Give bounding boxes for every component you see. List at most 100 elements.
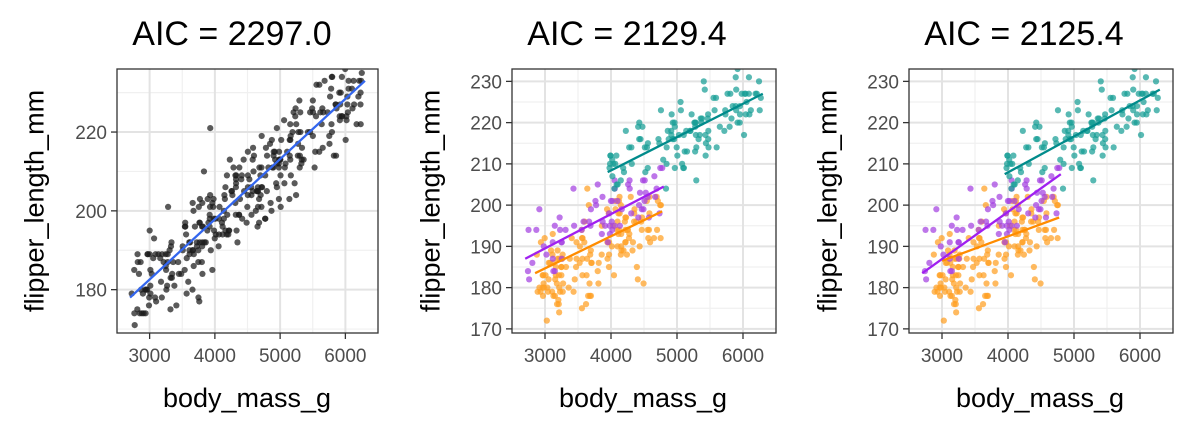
point-all <box>344 54 350 60</box>
point-adelie <box>1026 247 1033 254</box>
point-gentoo <box>660 156 667 163</box>
point-all <box>189 199 196 207</box>
point-gentoo <box>1052 136 1059 143</box>
point-adelie <box>1027 218 1035 225</box>
point-all <box>234 239 241 246</box>
point-all <box>286 195 293 203</box>
point-all <box>186 251 193 258</box>
point-gentoo <box>724 90 731 97</box>
point-adelie <box>588 259 595 266</box>
point-chinstrap <box>1038 177 1045 184</box>
point-all <box>131 322 138 329</box>
x-tick-label: 4000 <box>987 346 1029 367</box>
point-gentoo <box>1102 127 1109 134</box>
y-axis-label: flipper_length_mm <box>812 90 842 312</box>
point-chinstrap <box>937 243 944 250</box>
point-all <box>292 191 300 199</box>
point-gentoo <box>1095 115 1103 122</box>
point-gentoo <box>1017 169 1025 176</box>
point-all <box>216 203 223 211</box>
point-gentoo <box>1154 94 1161 101</box>
point-adelie <box>540 272 547 279</box>
point-adelie <box>578 305 586 312</box>
point-all <box>321 77 328 84</box>
y-axis-label: flipper_length_mm <box>19 90 49 312</box>
point-gentoo <box>693 144 700 151</box>
point-gentoo <box>695 136 702 143</box>
point-all <box>210 203 217 211</box>
point-adelie <box>1037 280 1044 287</box>
point-chinstrap <box>926 259 933 266</box>
point-adelie <box>598 251 605 258</box>
point-adelie <box>963 255 970 262</box>
point-adelie <box>595 280 602 287</box>
y-axis-label: flipper_length_mm <box>415 90 445 312</box>
point-gentoo <box>1065 111 1072 118</box>
point-adelie <box>572 263 580 271</box>
point-all <box>189 286 196 293</box>
point-chinstrap <box>604 239 611 246</box>
point-all <box>225 231 232 238</box>
point-all <box>268 207 275 214</box>
point-chinstrap <box>1050 185 1057 192</box>
point-all <box>164 203 172 211</box>
point-all <box>328 85 335 92</box>
point-all <box>343 113 350 120</box>
point-chinstrap <box>1013 222 1020 229</box>
point-all <box>286 152 293 159</box>
point-chinstrap <box>571 222 578 229</box>
point-chinstrap <box>1048 173 1055 180</box>
point-adelie <box>594 268 601 275</box>
y-tick-label: 200 <box>867 196 899 217</box>
x-axis-label: body_mass_g <box>163 383 331 413</box>
point-all <box>244 148 251 155</box>
point-all <box>316 148 323 155</box>
point-adelie <box>573 239 580 246</box>
point-gentoo <box>1090 177 1097 184</box>
point-chinstrap <box>1039 189 1046 196</box>
point-gentoo <box>745 90 752 97</box>
point-gentoo <box>740 131 748 139</box>
point-all <box>262 144 270 151</box>
point-all <box>292 113 299 120</box>
point-adelie <box>970 239 977 246</box>
point-gentoo <box>1054 107 1062 114</box>
point-all <box>356 34 362 40</box>
point-all <box>175 270 183 277</box>
point-adelie <box>539 292 547 299</box>
point-adelie <box>953 309 960 316</box>
point-gentoo <box>1130 86 1137 93</box>
point-gentoo <box>681 148 688 155</box>
point-all <box>357 121 364 128</box>
point-chinstrap <box>1054 164 1061 172</box>
point-adelie <box>956 280 964 287</box>
point-adelie <box>559 280 567 287</box>
point-all <box>135 270 143 277</box>
y-tick-label: 230 <box>470 72 502 93</box>
point-adelie <box>586 280 593 287</box>
point-all <box>263 152 271 159</box>
point-adelie <box>938 235 945 242</box>
point-gentoo <box>1089 119 1096 126</box>
point-all <box>280 117 288 124</box>
point-adelie <box>976 235 983 242</box>
point-gentoo <box>711 107 718 114</box>
point-all <box>256 164 263 171</box>
y-tick-label: 200 <box>470 196 502 217</box>
point-gentoo <box>733 86 740 93</box>
point-adelie <box>937 272 944 279</box>
y-tick-label: 220 <box>470 114 502 135</box>
point-chinstrap <box>640 206 647 213</box>
point-gentoo <box>636 136 643 143</box>
point-adelie <box>983 280 990 287</box>
point-gentoo <box>607 152 614 159</box>
point-all <box>167 306 174 313</box>
point-gentoo <box>755 78 763 85</box>
point-gentoo <box>1071 152 1078 159</box>
point-gentoo <box>1102 136 1109 143</box>
point-adelie <box>644 226 651 233</box>
point-adelie <box>610 272 618 279</box>
point-gentoo <box>1060 144 1067 151</box>
point-gentoo <box>693 177 700 184</box>
